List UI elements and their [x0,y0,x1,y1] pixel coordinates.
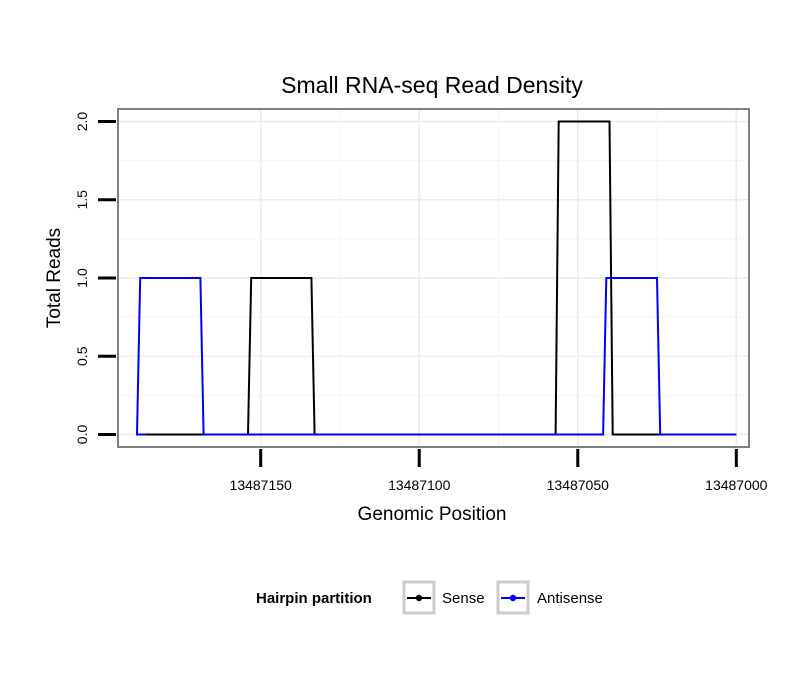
legend-key-point [415,594,423,602]
x-tick-label: 13487050 [547,477,610,493]
y-tick-label: 1.0 [74,268,90,288]
legend-title: Hairpin partition [256,590,372,607]
x-tick-label: 13487000 [705,477,768,493]
y-tick-label: 0.5 [74,346,90,366]
chart-title: Small RNA-seq Read Density [281,72,583,98]
y-tick-label: 2.0 [74,112,90,132]
legend-label-antisense: Antisense [537,590,603,607]
legend-label-sense: Sense [442,590,485,607]
x-tick-label: 13487100 [388,477,451,493]
x-tick-label: 13487150 [230,477,293,493]
legend-key-point [509,594,517,602]
series-line-antisense [135,277,737,436]
y-tick-label: 1.5 [74,190,90,210]
series-layer [135,120,737,436]
x-axis-title: Genomic Position [358,504,507,525]
plot-border [117,108,750,448]
legend: Hairpin partition Sense Antisense [256,580,603,615]
y-tick-label: 0.0 [74,425,90,445]
y-axis: 0.0 0.5 1.0 1.5 2.0 [74,112,116,445]
x-axis: 13487150 13487100 13487050 13487000 [230,449,768,493]
y-axis-title: Total Reads [44,228,65,328]
